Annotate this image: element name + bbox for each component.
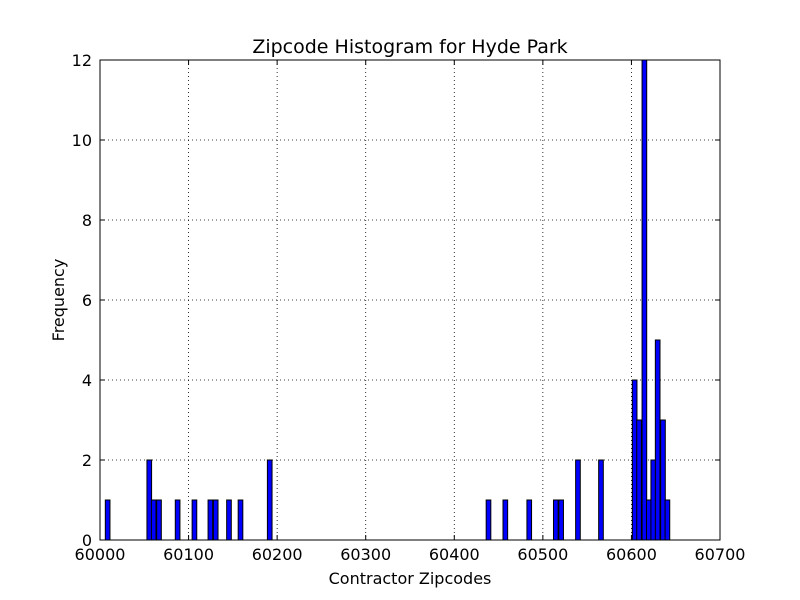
y-tick-label: 2 (82, 451, 92, 470)
y-axis-label: Frequency (49, 259, 68, 342)
y-tick-label: 10 (72, 131, 92, 150)
histogram-bar (641, 59, 648, 541)
chart-title: Zipcode Histogram for Hyde Park (252, 36, 567, 58)
histogram-bar (654, 339, 661, 541)
axis-ticks (99, 59, 721, 541)
y-tick-label: 6 (82, 291, 92, 310)
x-tick-label: 60300 (340, 545, 391, 564)
grid-lines (100, 60, 720, 540)
histogram-bar (150, 499, 157, 541)
y-tick-label: 4 (82, 371, 92, 390)
histogram-bar (207, 499, 214, 541)
histogram-bar (266, 459, 273, 541)
x-axis-label: Contractor Zipcodes (329, 569, 492, 588)
y-tick-label: 8 (82, 211, 92, 230)
y-tick-label: 12 (72, 51, 92, 70)
histogram-bar (526, 499, 533, 541)
histogram-bar (212, 499, 219, 541)
x-tick-label: 60000 (75, 545, 126, 564)
x-tick-label: 60700 (695, 545, 746, 564)
x-tick-label: 60600 (606, 545, 657, 564)
histogram-bar (552, 499, 559, 541)
histogram-bar (156, 499, 162, 541)
histogram-bar (598, 459, 604, 541)
histogram-bar (226, 499, 232, 541)
histogram-bar (174, 499, 181, 541)
x-tick-label: 60400 (429, 545, 480, 564)
histogram-bar (237, 499, 244, 541)
histogram-bar (558, 499, 564, 541)
histogram-bar (502, 499, 509, 541)
x-tick-labels: 60000 60100 60200 60300 60400 60500 60600 60700 (75, 545, 746, 564)
histogram-bar (636, 419, 642, 541)
y-tick-labels: 0 2 4 6 8 10 12 (72, 51, 92, 550)
histogram-bar (104, 499, 111, 541)
x-tick-label: 60100 (163, 545, 214, 564)
x-tick-label: 60500 (517, 545, 568, 564)
histogram-bar (485, 499, 492, 541)
histogram-bar (191, 499, 198, 541)
y-tick-label: 0 (82, 531, 92, 550)
x-tick-label: 60200 (252, 545, 303, 564)
histogram-bar (575, 459, 581, 541)
histogram-bar (664, 499, 671, 541)
